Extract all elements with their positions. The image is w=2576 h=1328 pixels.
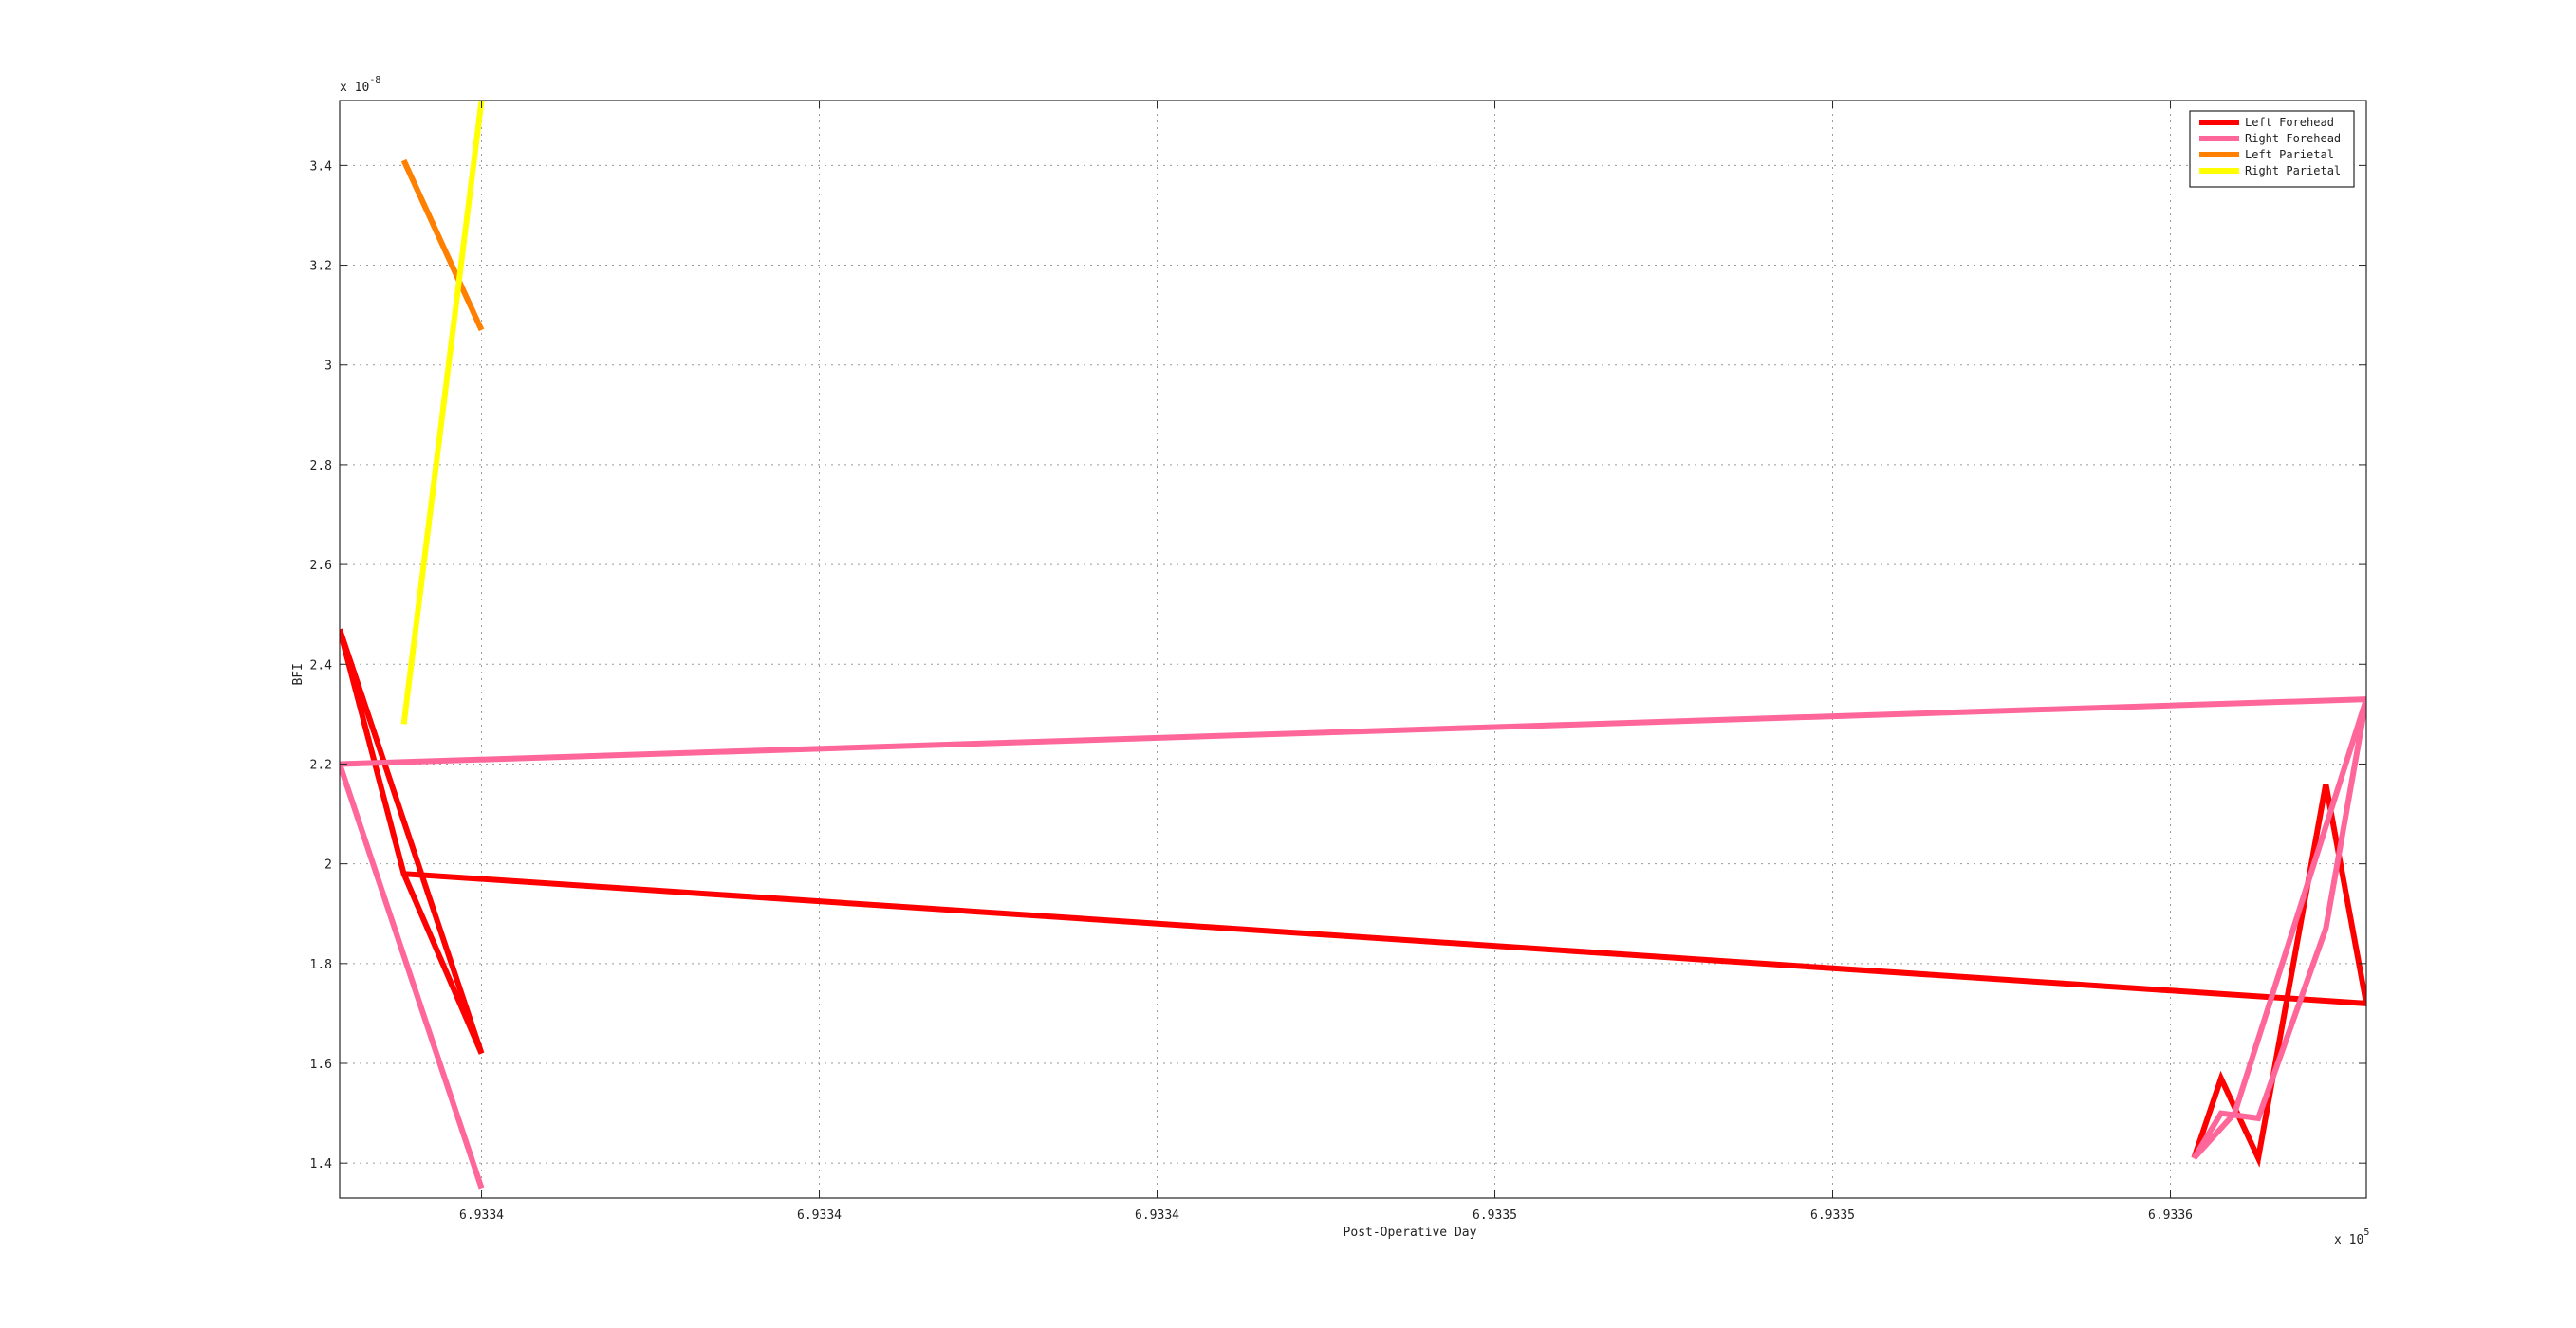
legend-label-left-forehead: Left Forehead [2245, 116, 2334, 129]
x-tick-label: 6.9334 [797, 1208, 842, 1223]
grid [340, 101, 2366, 1198]
x-tick-label: 6.9334 [1135, 1208, 1179, 1223]
y-tick-label: 1.4 [310, 1157, 333, 1171]
x-tick-label: 6.9335 [1810, 1208, 1855, 1223]
y-tick-label: 2.2 [310, 758, 332, 772]
y-tick-label: 1.6 [310, 1058, 332, 1072]
y-tick-label: 3.4 [310, 159, 333, 174]
x-tick-label: 6.9335 [1473, 1208, 1517, 1223]
x-tick-label: 6.9336 [2148, 1208, 2193, 1223]
x-tick-label: 6.9334 [459, 1208, 504, 1223]
axis-ticks: 6.9334 6.9334 6.9334 6.9335 6.9335 6.9336 1.4 1… [310, 101, 2366, 1223]
legend-label-left-parietal: Left Parietal [2245, 148, 2334, 161]
x-axis-label: Post-Operative Day [1344, 1226, 1477, 1240]
plot-series [340, 101, 2366, 1190]
series-line-left-forehead [340, 628, 2366, 1168]
series-line-right-forehead [340, 696, 2366, 1190]
legend-label-right-forehead: Right Forehead [2245, 132, 2341, 145]
y-tick-label: 2.8 [310, 459, 332, 473]
y-tick-label: 1.8 [310, 958, 332, 972]
legend-label-right-parietal: Right Parietal [2245, 164, 2341, 177]
series-line-left-parietal [400, 158, 485, 332]
y-tick-label: 2.6 [310, 559, 332, 573]
y-tick-label: 2.4 [310, 658, 333, 673]
x-exponent-label: x 105 [2334, 1227, 2369, 1247]
axes-frame [339, 100, 2367, 1199]
y-axis-label: BFI [291, 663, 306, 685]
legend: Left Forehead Right Forehead Left Parietal… [2189, 110, 2355, 188]
y-exponent-label: x 10-8 [340, 75, 380, 95]
y-tick-label: 3 [324, 360, 332, 374]
y-tick-label: 3.2 [310, 260, 332, 274]
y-tick-label: 2 [324, 858, 332, 873]
series-line-right-parietal [400, 101, 485, 725]
